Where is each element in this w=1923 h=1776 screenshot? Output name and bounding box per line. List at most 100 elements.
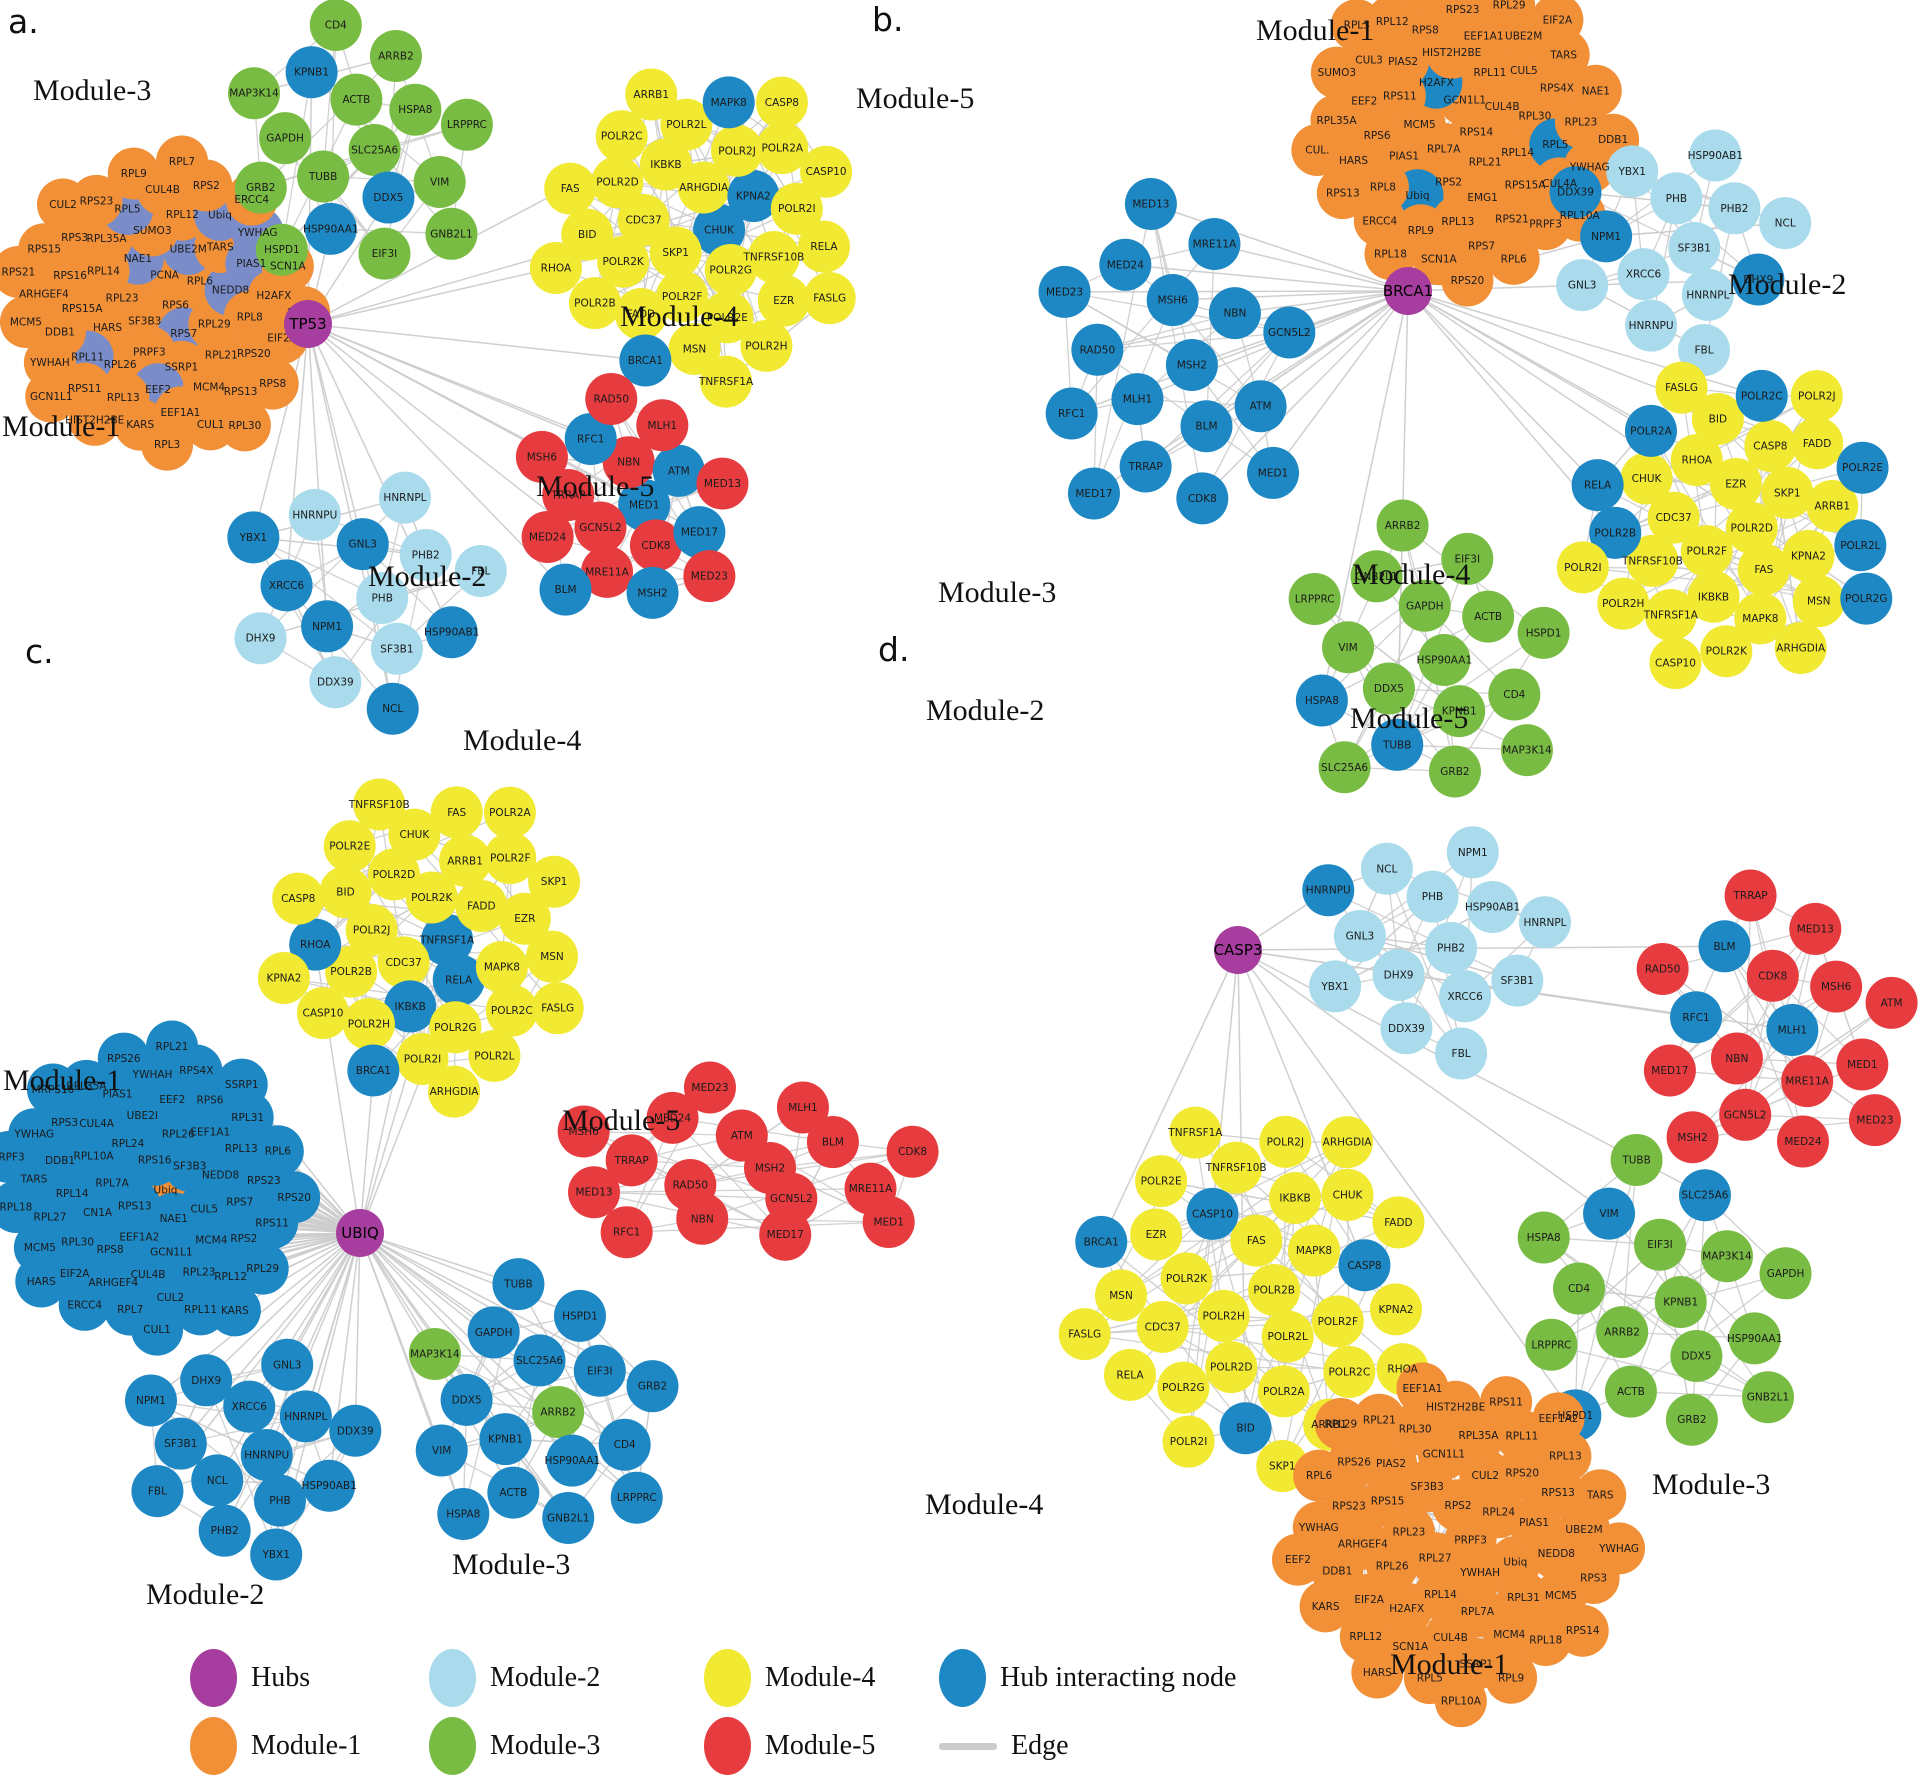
panel-letter-c: c. xyxy=(25,632,54,671)
node-label-ATM: ATM xyxy=(1881,997,1903,1009)
node-label-RPL8: RPL8 xyxy=(1370,182,1396,194)
node-label-RPL5: RPL5 xyxy=(1542,139,1568,151)
node-label-ERCC4: ERCC4 xyxy=(67,1299,102,1311)
node-label-CDC37: CDC37 xyxy=(386,957,422,969)
node-label-PHB2: PHB2 xyxy=(1720,203,1748,215)
node-label-FASLG: FASLG xyxy=(813,293,846,305)
node-label-YWHAG: YWHAG xyxy=(237,227,278,239)
node-label-IKBKB: IKBKB xyxy=(650,159,681,171)
node-label-GNL3: GNL3 xyxy=(348,539,377,551)
node-label-RPS23: RPS23 xyxy=(1332,1501,1366,1513)
node-label-FADD: FADD xyxy=(467,901,495,913)
node-label-RPS15: RPS15 xyxy=(1371,1495,1405,1507)
node-label-RPL27: RPL27 xyxy=(1419,1553,1452,1565)
node-label-IKBKB: IKBKB xyxy=(1698,591,1729,603)
node-label-SF3B1: SF3B1 xyxy=(380,643,413,655)
panel-letter-a: a. xyxy=(8,2,39,41)
node-label-HARS: HARS xyxy=(93,322,122,334)
node-label-HSPD1: HSPD1 xyxy=(264,244,300,256)
node-label-POLR2H: POLR2H xyxy=(1602,598,1644,610)
node-label-ACTB: ACTB xyxy=(499,1487,527,1499)
node-label-POLR2D: POLR2D xyxy=(1210,1362,1253,1374)
node-label-EZR: EZR xyxy=(1725,479,1746,491)
node-label-GRB2: GRB2 xyxy=(1677,1414,1706,1426)
node-label-NCL: NCL xyxy=(1376,863,1397,875)
node-label-NBN: NBN xyxy=(1725,1053,1748,1065)
node-label-MAPK8: MAPK8 xyxy=(711,97,747,109)
module-label-Module-2: Module-2 xyxy=(926,694,1044,727)
node-label-HSPA8: HSPA8 xyxy=(1527,1232,1561,1244)
node-label-FAS: FAS xyxy=(1754,564,1773,576)
node-label-RPL11: RPL11 xyxy=(1506,1430,1539,1442)
node-label-H2AFX: H2AFX xyxy=(256,290,291,302)
node-label-HSP90AA1: HSP90AA1 xyxy=(1727,1333,1783,1345)
node-label-ACTB: ACTB xyxy=(1617,1386,1645,1398)
node-label-HSP90AB1: HSP90AB1 xyxy=(424,627,479,639)
node-label-EIF3I: EIF3I xyxy=(587,1365,613,1377)
node-label-KPNB1: KPNB1 xyxy=(488,1434,523,1446)
node-label-Ubiq: Ubiq xyxy=(1503,1557,1527,1569)
node-label-GRB2: GRB2 xyxy=(638,1381,667,1393)
node-label-YWHAG: YWHAG xyxy=(1298,1522,1339,1534)
module-label-Module-1: Module-1 xyxy=(1390,1648,1508,1681)
node-label-MED13: MED13 xyxy=(1132,199,1169,211)
node-label-NPM1: NPM1 xyxy=(1458,847,1488,859)
node-label-RPS6: RPS6 xyxy=(162,300,189,312)
node-label-MSH6: MSH6 xyxy=(1158,295,1189,307)
hub-label-CASP3: CASP3 xyxy=(1214,941,1263,959)
node-label-EIF3I: EIF3I xyxy=(372,248,398,260)
node-label-MLH1: MLH1 xyxy=(648,420,678,432)
node-label-SUMO3: SUMO3 xyxy=(1318,67,1356,79)
node-label-XRCC6: XRCC6 xyxy=(232,1401,268,1413)
node-label-CD4: CD4 xyxy=(325,20,347,32)
node-label-HIST2H2BE: HIST2H2BE xyxy=(1422,47,1481,59)
node-label-SUMO3: SUMO3 xyxy=(133,225,171,237)
node-label-CHUK: CHUK xyxy=(704,225,735,237)
node-label-MAP3K14: MAP3K14 xyxy=(1502,745,1552,757)
module-label-Module-5: Module-5 xyxy=(536,470,654,503)
node-label-RPS8: RPS8 xyxy=(97,1244,124,1256)
node-label-HARS: HARS xyxy=(1363,1667,1392,1679)
node-label-POLR2H: POLR2H xyxy=(1203,1310,1245,1322)
node-label-POLR2I: POLR2I xyxy=(404,1054,442,1066)
node-label-RPL23: RPL23 xyxy=(106,292,139,304)
node-label-POLR2F: POLR2F xyxy=(1318,1316,1358,1328)
node-label-CDC37: CDC37 xyxy=(1145,1321,1181,1333)
node-label-POLR2L: POLR2L xyxy=(1840,540,1880,552)
panel-letter-d: d. xyxy=(878,630,909,669)
node-label-HSP90AB1: HSP90AB1 xyxy=(302,1480,357,1492)
node-label-HSPD1: HSPD1 xyxy=(562,1310,598,1322)
node-label-POLR2C: POLR2C xyxy=(491,1005,533,1017)
node-label-POLR2G: POLR2G xyxy=(1162,1382,1205,1394)
node-label-MSH2: MSH2 xyxy=(637,587,667,599)
node-label-POLR2B: POLR2B xyxy=(330,966,372,978)
node-label-RPL11: RPL11 xyxy=(184,1304,217,1316)
node-label-RPS4X: RPS4X xyxy=(179,1065,213,1077)
node-label-NAE1: NAE1 xyxy=(1582,85,1610,97)
node-label-MLH1: MLH1 xyxy=(1778,1025,1808,1037)
node-label-UBE2I: UBE2I xyxy=(127,1110,158,1122)
hub-label-TP53: TP53 xyxy=(288,315,326,333)
node-label-CUL4B: CUL4B xyxy=(1433,1632,1468,1644)
node-label-RPS20: RPS20 xyxy=(277,1192,311,1204)
node-label-RPS2: RPS2 xyxy=(230,1233,257,1245)
node-label-GCN5L2: GCN5L2 xyxy=(1724,1109,1767,1121)
node-label-RPS13: RPS13 xyxy=(1326,188,1360,200)
node-label-RPS20: RPS20 xyxy=(237,348,271,360)
node-label-RPL6: RPL6 xyxy=(187,275,213,287)
node-label-RPL13: RPL13 xyxy=(1549,1451,1582,1463)
node-label-RPL18: RPL18 xyxy=(1529,1635,1562,1647)
node-label-DDX5: DDX5 xyxy=(1681,1351,1711,1363)
node-label-KPNB1: KPNB1 xyxy=(1663,1297,1698,1309)
node-label-POLR2I: POLR2I xyxy=(1564,562,1602,574)
node-label-POLR2E: POLR2E xyxy=(1842,462,1883,474)
node-label-POLR2C: POLR2C xyxy=(1741,390,1783,402)
node-label-KPNB1: KPNB1 xyxy=(294,67,329,79)
node-label-GCN1L1: GCN1L1 xyxy=(1423,1448,1466,1460)
node-label-MSH2: MSH2 xyxy=(1677,1132,1707,1144)
node-label-MAPK8: MAPK8 xyxy=(484,961,520,973)
node-label-SF3B1: SF3B1 xyxy=(1501,975,1534,987)
node-label-CASP8: CASP8 xyxy=(1347,1260,1381,1272)
node-label-DDX39: DDX39 xyxy=(337,1425,374,1437)
node-label-RPL10A: RPL10A xyxy=(1441,1696,1482,1708)
